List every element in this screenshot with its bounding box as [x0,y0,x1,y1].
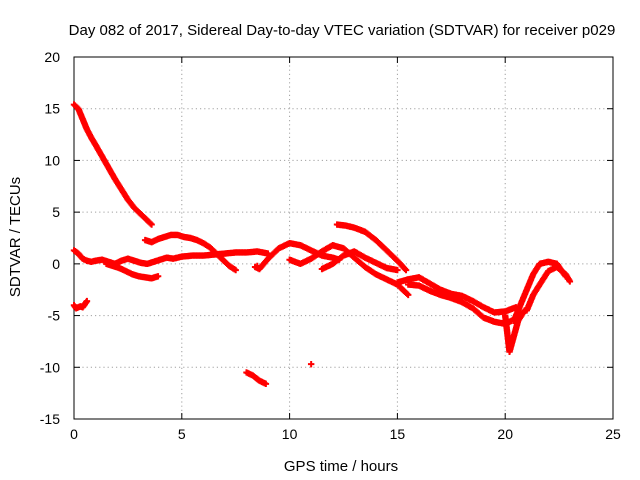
axis-tick-labels: 0 5 10 15 20 25 -15 -10 -5 0 5 10 15 20 [40,49,621,442]
data-point [307,360,315,368]
data-point [566,278,574,285]
plot-frame [73,56,614,420]
data-point [148,221,155,228]
y-tick-label: 0 [52,256,60,272]
data-point [403,290,411,298]
data-point [83,297,91,305]
data-point [147,220,154,227]
y-tick-label: -5 [48,308,61,324]
chart-title: Day 082 of 2017, Sidereal Day-to-day VTE… [69,22,616,39]
data-marks [70,101,574,388]
x-tick-label: 15 [390,426,406,442]
data-point [232,266,239,274]
y-tick-label: -15 [40,411,60,427]
y-tick-label: 10 [44,152,60,168]
data-point [404,291,412,299]
data-point [154,273,162,280]
data-point [254,262,261,270]
x-tick-label: 0 [70,426,78,442]
x-tick-label: 25 [605,426,621,442]
data-point [262,380,270,388]
y-axis-label: SDTVAR / TECUs [7,177,24,297]
y-tick-label: -10 [40,359,60,375]
data-point [402,266,410,274]
data-point [394,266,401,274]
x-tick-label: 5 [178,426,186,442]
y-tick-label: 15 [44,101,60,117]
x-tick-label: 10 [282,426,298,442]
y-tick-label: 5 [52,204,60,220]
x-tick-label: 20 [497,426,513,442]
y-tick-label: 20 [44,49,60,65]
x-axis-label: GPS time / hours [284,458,398,475]
